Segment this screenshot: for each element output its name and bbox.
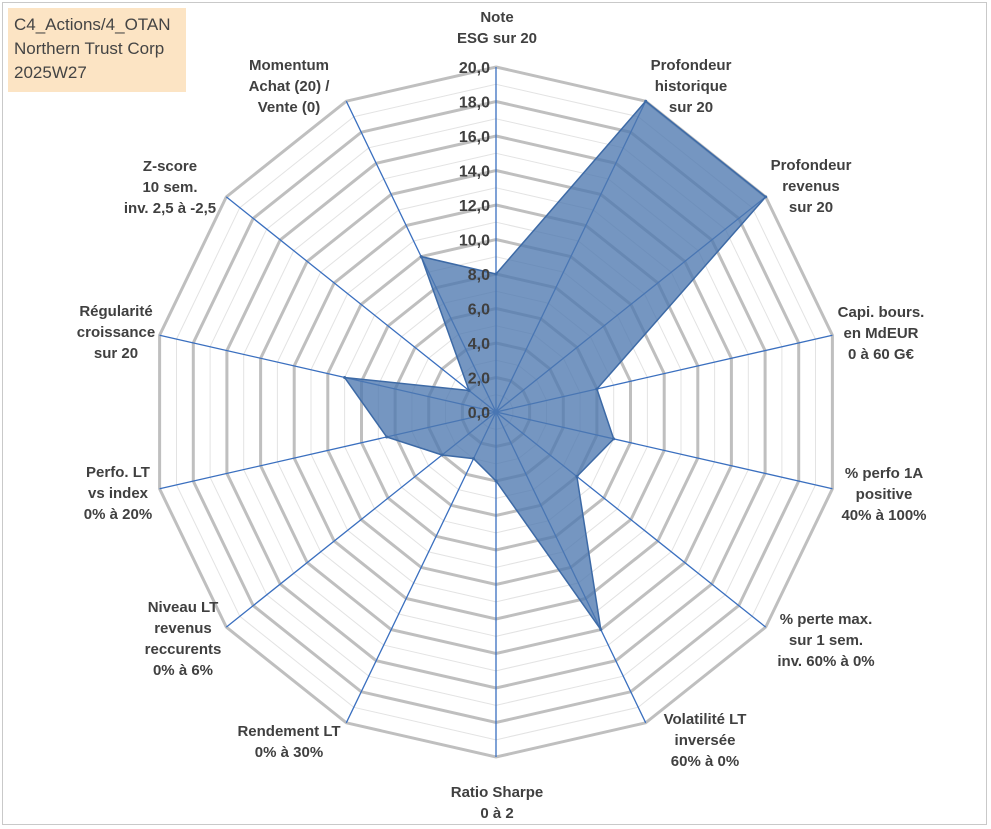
title-line-3: 2025W27 [14,63,87,82]
axis-label-14: Momentum Achat (20) / Vente (0) [249,57,331,116]
axis-label-line: Momentum [249,57,329,74]
axis-label-line: ESG sur 20 [457,30,537,47]
axis-label-line: croissance [77,324,155,341]
data-point [472,457,475,461]
axis-label-line: Perfo. LT [86,464,150,481]
tick-label: 20,0 [459,60,490,77]
tick-label: 10,0 [459,233,490,250]
axis-label-line: en MdEUR [844,325,919,342]
axis-spoke [225,196,497,413]
axis-label-line: inv. 2,5 à -2,5 [124,200,216,217]
axis-label-line: Volatilité LT [664,711,747,728]
data-point [575,475,579,478]
axis-label-2: Profondeur historique sur 20 [651,57,732,116]
tick-label: 0,0 [468,405,490,422]
axis-label-line: 40% à 100% [841,507,926,524]
axis-spoke [345,411,497,724]
axis-label-line: revenus [154,620,212,637]
data-point [467,389,471,392]
axis-label-line: sur 1 sem. [789,632,863,649]
axis-label-line: sur 20 [669,99,713,116]
axis-label-line: sur 20 [789,199,833,216]
axis-label-line: 60% à 0% [671,753,739,770]
axis-label-1: Note ESG sur 20 [457,9,537,47]
tick-label: 6,0 [468,302,490,319]
axis-label-9: Rendement LT 0% à 30% [237,723,340,761]
tick-label: 16,0 [459,129,490,146]
axis-label-line: inversée [675,732,736,749]
data-point [644,99,648,103]
axis-label-line: inv. 60% à 0% [777,653,874,670]
axis-label-line: 0% à 6% [153,662,213,679]
axis-label-line: Note [480,9,513,26]
axis-label-line: 10 sem. [142,179,197,196]
axis-label-line: revenus [782,178,840,195]
axis-label-line: Rendement LT [237,723,340,740]
data-point [343,376,347,379]
tick-label: 12,0 [459,198,490,215]
axis-label-11: Perfo. LT vs index 0% à 20% [84,464,152,523]
axis-label-3: Profondeur revenus sur 20 [771,157,852,216]
tick-label: 14,0 [459,164,490,181]
axis-label-line: Profondeur [771,157,852,174]
axis-label-line: reccurents [145,641,222,658]
tick-label: 4,0 [468,336,490,353]
title-line-2: Northern Trust Corp [14,39,165,58]
axis-label-line: Ratio Sharpe [451,784,544,801]
data-point [419,255,423,259]
axis-label-line: Z-score [143,158,197,175]
axis-label-line: 0% à 30% [255,744,323,761]
data-point [595,387,599,391]
data-point [599,628,603,632]
data-point [440,453,444,457]
axis-label-line: Profondeur [651,57,732,74]
axis-label-line: % perfo 1A [845,465,924,482]
axis-label-line: % perte max. [780,611,873,628]
tick-layer: 0,0 2,0 4,0 6,0 8,0 10,0 12,0 14,0 16,0 18,0 20,0 [459,60,490,422]
tick-label: 8,0 [468,267,490,284]
axis-label-line: Régularité [79,303,152,320]
axis-label-line: positive [856,486,913,503]
axis-label-line: Niveau LT [148,599,219,616]
axis-label-line: sur 20 [94,345,138,362]
axis-label-line: vs index [88,485,149,502]
axis-label-line: Vente (0) [258,99,321,116]
label-layer: Note ESG sur 20 Profondeur historique sur 20… [77,9,927,822]
axis-label-8: Ratio Sharpe 0 à 2 [451,784,544,822]
axis-label-5: % perfo 1A positive 40% à 100% [841,465,926,524]
data-point [494,479,498,483]
axis-label-line: Capi. bours. [838,304,925,321]
axis-label-12: Régularité croissance sur 20 [77,303,155,362]
axis-label-7: Volatilité LT inversée 60% à 0% [664,711,747,770]
data-point [385,435,389,439]
axis-label-line: 0 à 2 [480,805,513,822]
data-point [494,272,498,276]
tick-label: 2,0 [468,371,490,388]
axis-label-13: Z-score 10 sem. inv. 2,5 à -2,5 [124,158,216,217]
tick-label: 18,0 [459,95,490,112]
axis-label-4: Capi. bours. en MdEUR 0 à 60 G€ [838,304,925,363]
axis-label-line: 0 à 60 G€ [848,346,915,363]
axis-label-line: historique [655,78,728,95]
title-line-1: C4_Actions/4_OTAN [14,15,171,34]
axis-label-line: Achat (20) / [249,78,331,95]
axis-label-6: % perte max. sur 1 sem. inv. 60% à 0% [777,611,874,670]
chart-title-box: C4_Actions/4_OTAN Northern Trust Corp 20… [8,8,186,92]
data-point [764,195,768,199]
axis-label-line: 0% à 20% [84,506,152,523]
data-point [612,437,616,441]
axis-label-10: Niveau LT revenus reccurents 0% à 6% [145,599,222,679]
series-layer [343,99,768,632]
